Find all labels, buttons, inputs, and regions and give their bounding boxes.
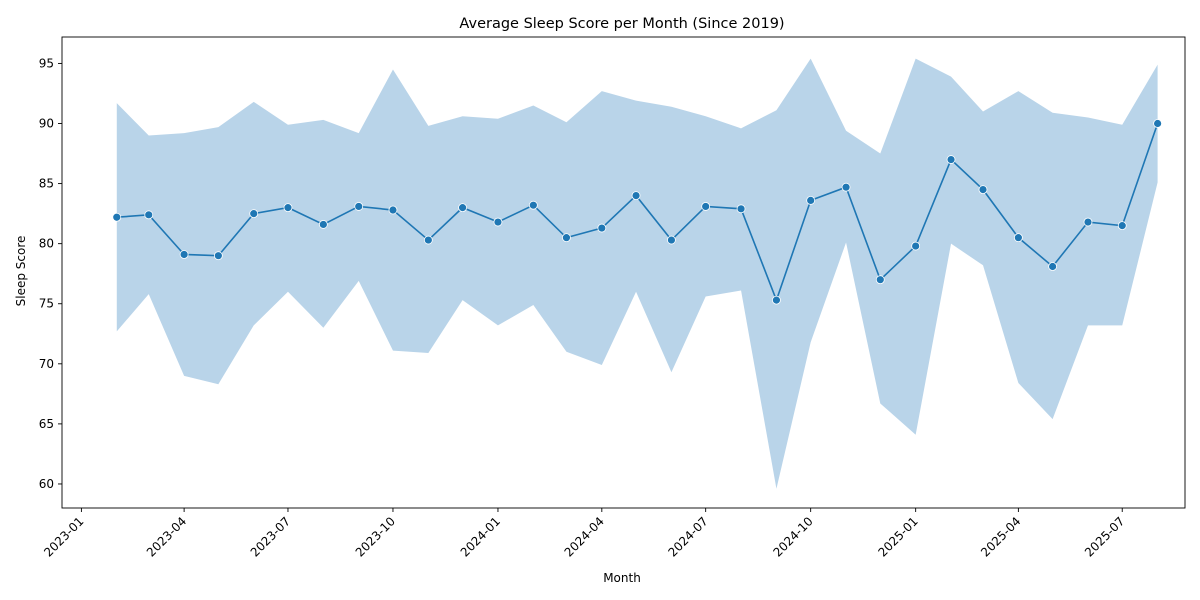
data-point: [423, 235, 433, 245]
data-point: [841, 182, 851, 192]
data-point: [772, 295, 781, 305]
data-point: [213, 251, 223, 261]
x-tick-label: 2023-10: [353, 514, 398, 559]
data-point: [179, 250, 189, 259]
x-tick-label: 2024-07: [665, 514, 710, 559]
x-tick-label: 2024-10: [770, 514, 815, 559]
data-point: [318, 220, 328, 229]
data-point: [736, 204, 746, 214]
data-point: [875, 275, 885, 285]
plot-area: [112, 58, 1163, 489]
y-tick-label: 75: [39, 297, 54, 311]
data-point: [1153, 119, 1163, 128]
data-point: [631, 191, 641, 201]
y-tick-label: 90: [39, 117, 54, 131]
x-tick-label: 2023-07: [248, 514, 293, 559]
data-point: [562, 233, 571, 243]
y-tick-label: 95: [39, 56, 54, 70]
x-axis-title: Month: [603, 571, 641, 585]
x-tick-label: 2025-07: [1082, 514, 1127, 559]
y-tick-label: 80: [39, 237, 54, 251]
x-tick-label: 2025-01: [875, 514, 920, 559]
data-point: [597, 223, 607, 233]
data-point: [806, 196, 816, 205]
plot-frame: [61, 36, 1186, 509]
data-point: [1013, 233, 1023, 243]
data-point: [1083, 217, 1093, 227]
data-point: [388, 205, 398, 215]
y-tick-label: 85: [39, 177, 54, 191]
data-point: [112, 212, 122, 222]
data-point: [978, 185, 988, 194]
data-point: [667, 235, 676, 245]
data-point: [354, 202, 364, 211]
data-point: [458, 203, 467, 213]
data-point: [144, 210, 154, 220]
y-tick-label: 65: [39, 417, 54, 431]
data-point: [528, 200, 538, 210]
data-point: [946, 155, 956, 164]
x-tick-label: 2025-04: [978, 514, 1023, 559]
y-tick-label: 70: [39, 357, 54, 371]
x-tick-label: 2024-01: [458, 514, 503, 559]
data-point: [1048, 262, 1058, 271]
data-point: [1117, 221, 1127, 231]
confidence-band: [116, 58, 1158, 489]
data-point: [493, 217, 503, 227]
x-tick-label: 2024-04: [562, 514, 607, 559]
y-tick-label: 60: [39, 477, 54, 491]
x-tick-label: 2023-01: [41, 514, 86, 559]
data-point: [283, 203, 293, 213]
x-tick-label: 2023-04: [144, 514, 189, 559]
y-axis-title: Sleep Score: [14, 236, 28, 307]
data-point: [911, 241, 921, 251]
data-point: [701, 202, 711, 211]
chart-title: Average Sleep Score per Month (Since 201…: [459, 16, 784, 32]
data-point: [249, 209, 259, 219]
